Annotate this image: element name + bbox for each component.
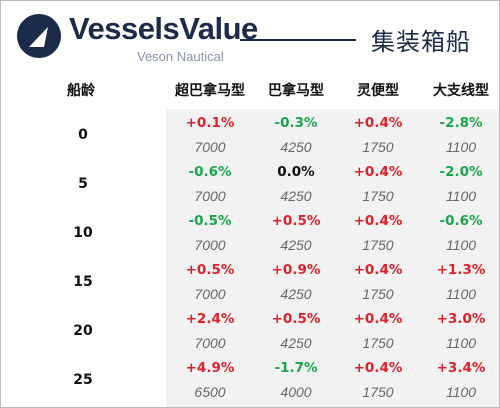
value-cell: 7000	[194, 139, 226, 155]
value-cell: 7000	[194, 335, 226, 351]
row-age: 15	[73, 274, 93, 290]
change-cell: -0.3%	[274, 115, 318, 131]
change-cell: +0.4%	[353, 311, 403, 327]
change-cell: +0.9%	[271, 262, 321, 278]
page-title: 集装箱船	[371, 28, 471, 56]
row-age: 0	[78, 127, 88, 143]
row-age: 20	[73, 323, 93, 339]
change-cell: 0.0%	[277, 164, 315, 180]
change-cell: +0.4%	[353, 360, 403, 376]
change-cell: +2.4%	[185, 311, 235, 327]
change-cell: -0.6%	[439, 213, 483, 229]
row-age: 10	[73, 225, 93, 241]
row-age: 5	[78, 176, 88, 192]
change-cell: +0.4%	[353, 164, 403, 180]
column-header: 超巴拿马型	[175, 83, 245, 99]
brand-tagline: Veson Nautical	[137, 49, 224, 64]
value-cell: 7000	[194, 286, 226, 302]
value-cell: 7000	[194, 188, 226, 204]
value-cell: 4250	[280, 237, 312, 253]
value-cell: 6500	[194, 384, 226, 400]
change-cell: +0.4%	[353, 213, 403, 229]
change-cell: +0.1%	[185, 115, 235, 131]
value-cell: 1100	[445, 139, 477, 155]
change-cell: -1.7%	[274, 360, 318, 376]
table-shading	[166, 109, 499, 407]
value-cell: 1100	[445, 237, 477, 253]
value-cell: 1750	[362, 335, 394, 351]
brand-name: VesselsValue	[69, 11, 258, 46]
value-cell: 1750	[362, 188, 394, 204]
value-cell: 7000	[194, 237, 226, 253]
value-cell: 1100	[445, 286, 477, 302]
change-cell: +0.4%	[353, 262, 403, 278]
value-cell: 4250	[280, 335, 312, 351]
value-cell: 1750	[362, 286, 394, 302]
change-cell: +3.4%	[436, 360, 486, 376]
header-divider	[240, 39, 356, 41]
change-cell: +3.0%	[436, 311, 486, 327]
value-cell: 1750	[362, 237, 394, 253]
value-cell: 4250	[280, 188, 312, 204]
change-cell: +0.5%	[271, 213, 321, 229]
header: VesselsValue Veson Nautical 集装箱船	[1, 1, 499, 71]
value-cell: 1750	[362, 139, 394, 155]
column-header: 灵便型	[357, 83, 399, 99]
change-cell: +0.5%	[185, 262, 235, 278]
change-cell: +4.9%	[185, 360, 235, 376]
value-cell: 4250	[280, 139, 312, 155]
value-cell: 1100	[445, 335, 477, 351]
change-cell: +0.5%	[271, 311, 321, 327]
change-cell: -2.8%	[439, 115, 483, 131]
column-header: 巴拿马型	[268, 83, 324, 99]
column-header: 大支线型	[433, 83, 489, 99]
change-cell: +1.3%	[436, 262, 486, 278]
change-cell: +0.4%	[353, 115, 403, 131]
value-cell: 4000	[280, 384, 312, 400]
value-cell: 1100	[445, 188, 477, 204]
value-cell: 1100	[445, 384, 477, 400]
row-age: 25	[73, 372, 93, 388]
value-cell: 4250	[280, 286, 312, 302]
value-cell: 1750	[362, 384, 394, 400]
change-cell: -0.6%	[188, 164, 232, 180]
age-header: 船龄	[67, 83, 95, 99]
change-cell: -0.5%	[188, 213, 232, 229]
vesselsvalue-logo-icon	[17, 14, 61, 58]
change-cell: -2.0%	[439, 164, 483, 180]
